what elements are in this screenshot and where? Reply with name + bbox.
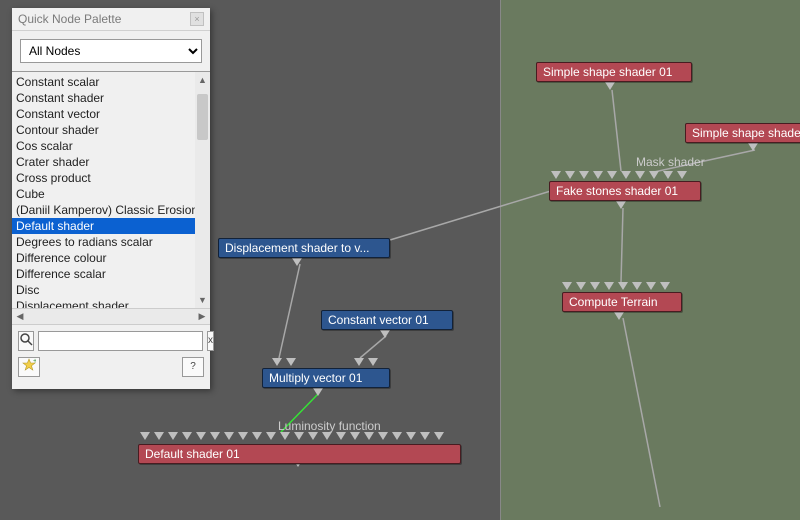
palette-item[interactable]: Contour shader [12, 122, 210, 138]
palette-item[interactable]: Default shader [12, 218, 210, 234]
node-const-vec[interactable]: Constant vector 01 [321, 310, 453, 330]
search-button[interactable] [18, 331, 34, 351]
palette-item[interactable]: Cos scalar [12, 138, 210, 154]
edge-label-mask-shader: Mask shader [636, 155, 705, 169]
palette-list-inner: Constant scalarConstant shaderConstant v… [12, 72, 210, 309]
palette-vscrollbar[interactable]: ▲ ▼ [195, 72, 210, 308]
star-add-icon: + [22, 358, 36, 372]
search-input[interactable] [38, 331, 203, 351]
node-disp-to-v[interactable]: Displacement shader to v... [218, 238, 390, 258]
palette-item[interactable]: Difference scalar [12, 266, 210, 282]
search-icon [19, 332, 33, 346]
palette-title: Quick Node Palette [18, 12, 121, 26]
palette-item[interactable]: Crater shader [12, 154, 210, 170]
node-label: Simple shape shader [692, 126, 800, 140]
node-label: Simple shape shader 01 [543, 65, 672, 79]
palette-item[interactable]: Constant vector [12, 106, 210, 122]
node-simple-shape-01[interactable]: Simple shape shader 01 [536, 62, 692, 82]
quick-node-palette: Quick Node Palette × All Nodes Constant … [12, 8, 210, 389]
palette-item[interactable]: Constant shader [12, 90, 210, 106]
node-mult-vec[interactable]: Multiply vector 01 [262, 368, 390, 388]
node-compute-terrain[interactable]: Compute Terrain [562, 292, 682, 312]
node-label: Constant vector 01 [328, 313, 429, 327]
palette-item[interactable]: Displacement shader [12, 298, 210, 309]
scroll-up-icon[interactable]: ▲ [197, 74, 208, 86]
node-simple-shape-02[interactable]: Simple shape shader [685, 123, 800, 143]
node-label: Fake stones shader 01 [556, 184, 678, 198]
palette-close-button[interactable]: × [190, 12, 204, 26]
palette-category-select[interactable]: All Nodes [20, 39, 202, 63]
clear-search-button[interactable]: x [207, 331, 214, 351]
node-label: Displacement shader to v... [225, 241, 370, 255]
node-label: Multiply vector 01 [269, 371, 362, 385]
palette-item[interactable]: Difference colour [12, 250, 210, 266]
scroll-thumb[interactable] [197, 94, 208, 140]
scroll-left-icon[interactable]: ◀ [14, 311, 26, 322]
node-default-shader[interactable]: Default shader 01 [138, 444, 461, 464]
palette-item[interactable]: Constant scalar [12, 74, 210, 90]
palette-item[interactable]: Cube [12, 186, 210, 202]
node-label: Default shader 01 [145, 447, 240, 461]
palette-item[interactable]: (Daniil Kamperov) Classic Erosion [12, 202, 210, 218]
palette-list: Constant scalarConstant shaderConstant v… [12, 71, 210, 309]
add-favorite-button[interactable]: + [18, 357, 40, 377]
palette-hscrollbar[interactable]: ◀ ▶ [12, 309, 210, 324]
palette-item[interactable]: Degrees to radians scalar [12, 234, 210, 250]
scroll-down-icon[interactable]: ▼ [197, 294, 208, 306]
palette-item[interactable]: Disc [12, 282, 210, 298]
scroll-right-icon[interactable]: ▶ [196, 311, 208, 322]
palette-header: Quick Node Palette × [12, 8, 210, 31]
edge-label-luminosity: Luminosity function [278, 419, 381, 433]
palette-tools: x + ? [12, 324, 210, 389]
node-fake-stones[interactable]: Fake stones shader 01 [549, 181, 701, 201]
palette-item[interactable]: Cross product [12, 170, 210, 186]
svg-text:+: + [33, 358, 36, 365]
help-button[interactable]: ? [182, 357, 204, 377]
node-label: Compute Terrain [569, 295, 658, 309]
